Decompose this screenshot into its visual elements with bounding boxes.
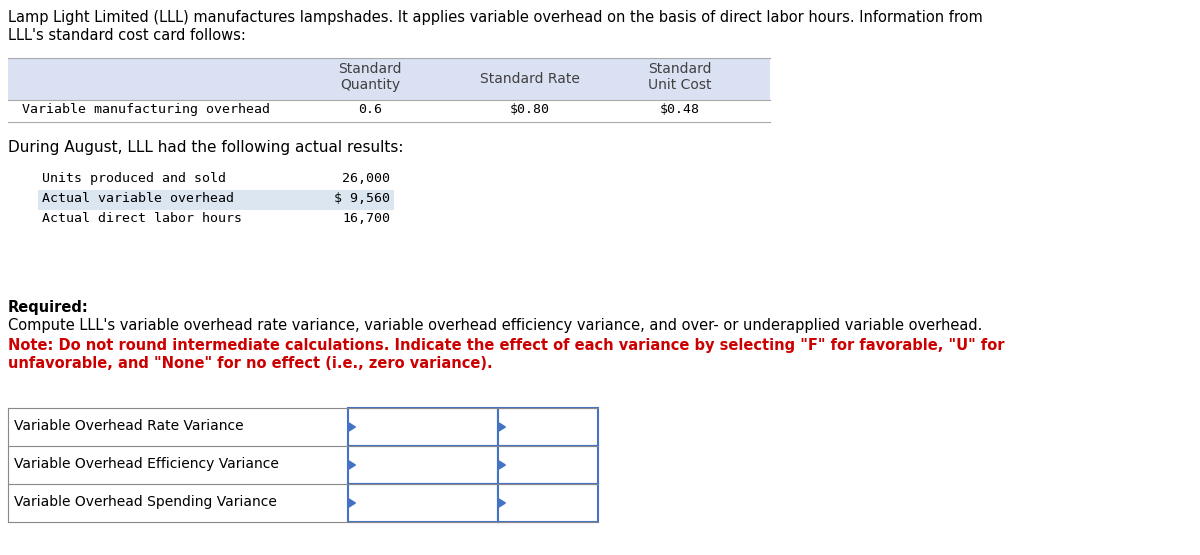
Text: unfavorable, and "None" for no effect (i.e., zero variance).: unfavorable, and "None" for no effect (i… xyxy=(8,356,493,371)
Text: Standard Rate: Standard Rate xyxy=(480,72,580,86)
Polygon shape xyxy=(349,423,355,431)
Text: 26,000: 26,000 xyxy=(342,172,390,185)
Text: 0.6: 0.6 xyxy=(358,103,382,116)
Text: $0.48: $0.48 xyxy=(660,103,700,116)
Text: $0.80: $0.80 xyxy=(510,103,550,116)
Polygon shape xyxy=(349,461,355,469)
Bar xyxy=(498,446,598,484)
Text: Lamp Light Limited (LLL) manufactures lampshades. It applies variable overhead o: Lamp Light Limited (LLL) manufactures la… xyxy=(8,10,983,25)
Text: Compute LLL's variable overhead rate variance, variable overhead efficiency vari: Compute LLL's variable overhead rate var… xyxy=(8,318,983,333)
Text: 16,700: 16,700 xyxy=(342,212,390,225)
Text: Actual direct labor hours: Actual direct labor hours xyxy=(42,212,242,225)
Text: During August, LLL had the following actual results:: During August, LLL had the following act… xyxy=(8,140,403,155)
Text: Note: Do not round intermediate calculations. Indicate the effect of each varian: Note: Do not round intermediate calculat… xyxy=(8,338,1004,353)
Bar xyxy=(498,408,598,446)
Bar xyxy=(348,408,498,446)
Text: $ 9,560: $ 9,560 xyxy=(334,192,390,205)
Polygon shape xyxy=(499,423,505,431)
Text: Variable Overhead Efficiency Variance: Variable Overhead Efficiency Variance xyxy=(14,457,278,471)
Text: Units produced and sold: Units produced and sold xyxy=(42,172,226,185)
Bar xyxy=(348,446,498,484)
Text: LLL's standard cost card follows:: LLL's standard cost card follows: xyxy=(8,28,246,43)
Text: Standard
Unit Cost: Standard Unit Cost xyxy=(648,62,712,92)
Text: Required:: Required: xyxy=(8,300,89,315)
Text: Standard
Quantity: Standard Quantity xyxy=(338,62,402,92)
Polygon shape xyxy=(499,499,505,507)
Text: Variable Overhead Spending Variance: Variable Overhead Spending Variance xyxy=(14,495,277,509)
Bar xyxy=(8,58,770,100)
Polygon shape xyxy=(349,499,355,507)
Polygon shape xyxy=(499,461,505,469)
Bar xyxy=(38,190,394,210)
Bar xyxy=(498,484,598,522)
Text: Variable Overhead Rate Variance: Variable Overhead Rate Variance xyxy=(14,419,244,433)
Bar xyxy=(348,484,498,522)
Text: Actual variable overhead: Actual variable overhead xyxy=(42,192,234,205)
Text: Variable manufacturing overhead: Variable manufacturing overhead xyxy=(22,103,270,116)
